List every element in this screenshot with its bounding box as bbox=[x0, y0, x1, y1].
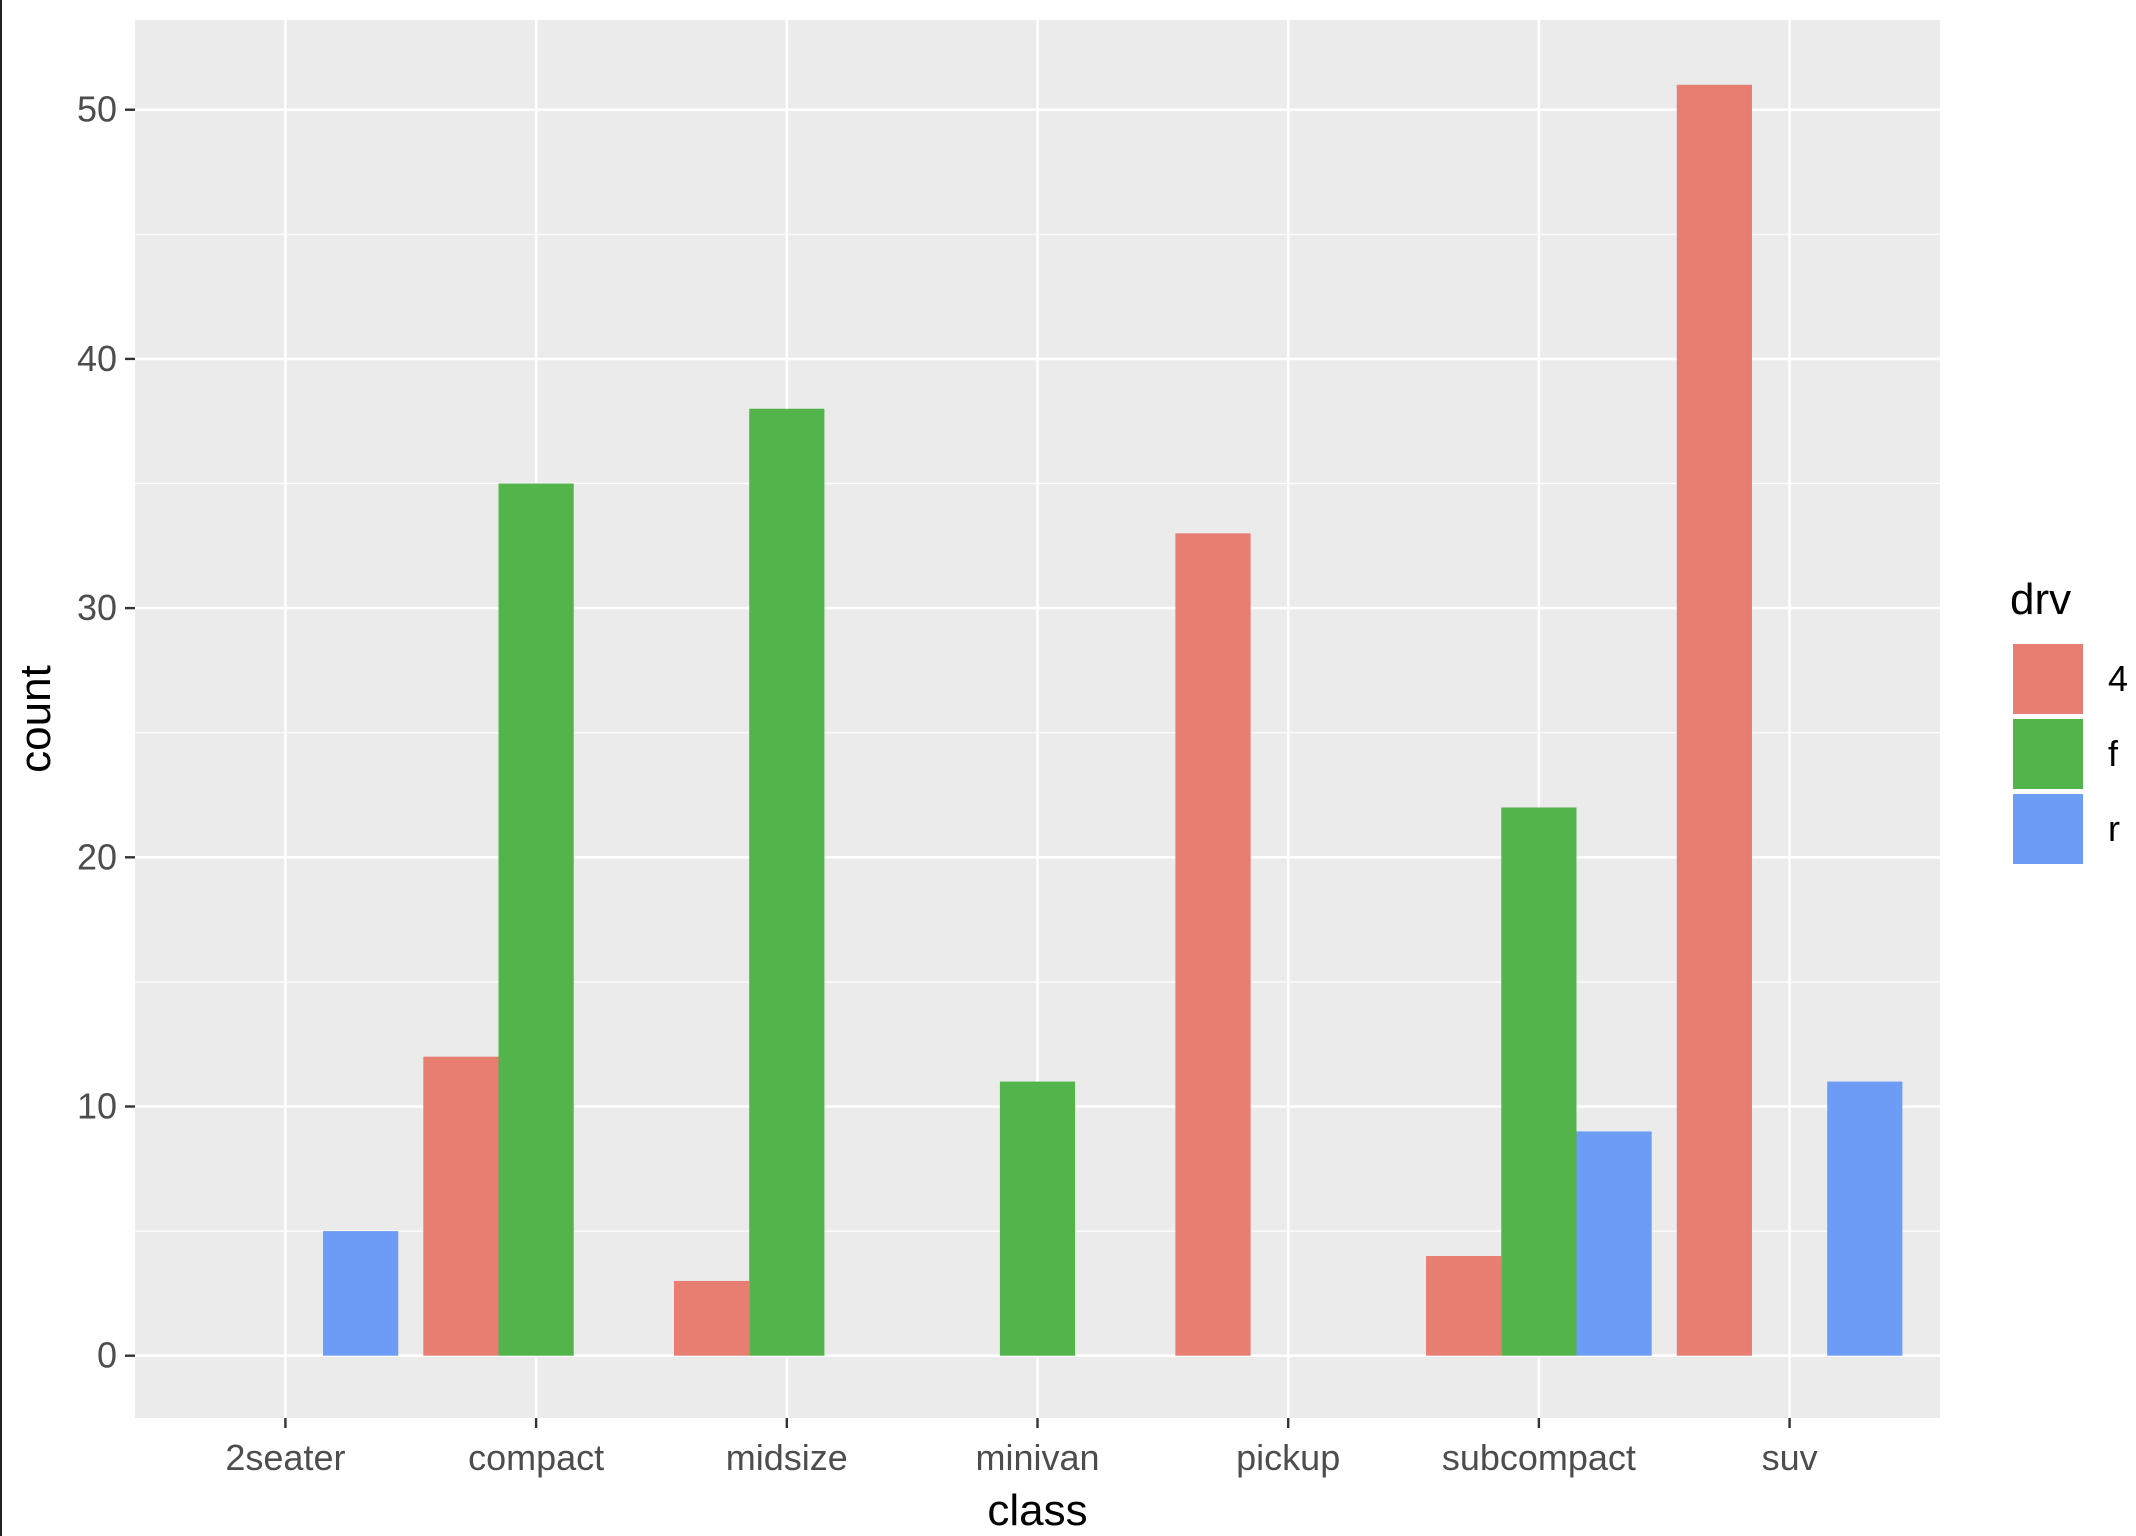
y-tick-label: 40 bbox=[77, 338, 117, 379]
legend-key-4 bbox=[2013, 644, 2083, 714]
page-border bbox=[0, 0, 2, 1536]
y-axis: 0 10 20 30 40 50 bbox=[77, 89, 135, 1376]
x-tick-label: suv bbox=[1762, 1437, 1818, 1478]
x-tick-label: 2seater bbox=[225, 1437, 345, 1478]
bar-minivan-f bbox=[999, 1081, 1076, 1356]
bar-subcompact-4 bbox=[1426, 1256, 1502, 1356]
y-axis-title: count bbox=[11, 665, 60, 773]
y-tick-label: 0 bbox=[97, 1335, 117, 1376]
bar-suv-r bbox=[1827, 1081, 1903, 1356]
y-tick-label: 20 bbox=[77, 836, 117, 877]
bar-compact-f bbox=[498, 483, 574, 1356]
bar-midsize-4 bbox=[673, 1280, 750, 1356]
y-tick-label: 10 bbox=[77, 1086, 117, 1127]
legend-key-r bbox=[2013, 794, 2083, 864]
x-tick-label: subcompact bbox=[1442, 1437, 1636, 1478]
y-tick-label: 30 bbox=[77, 587, 117, 628]
bar-subcompact-f bbox=[1501, 807, 1577, 1356]
bar-suv-4 bbox=[1676, 84, 1752, 1356]
x-tick-label: compact bbox=[468, 1437, 604, 1478]
legend-key-f bbox=[2013, 719, 2083, 789]
bar-2seater-r bbox=[323, 1231, 399, 1356]
legend-title: drv bbox=[2010, 575, 2071, 624]
bar-pickup-4 bbox=[1175, 533, 1251, 1356]
bar-midsize-f bbox=[749, 408, 825, 1356]
x-axis: 2seater compact midsize minivan pickup subcom… bbox=[225, 1418, 1818, 1478]
bars bbox=[323, 84, 1903, 1356]
legend: drv 4 fr bbox=[2010, 575, 2128, 864]
y-tick-label: 50 bbox=[77, 89, 117, 130]
bar-subcompact-r bbox=[1576, 1131, 1652, 1356]
x-tick-label: minivan bbox=[975, 1437, 1099, 1478]
x-tick-label: pickup bbox=[1236, 1437, 1340, 1478]
x-axis-title: class bbox=[987, 1486, 1087, 1535]
bar-compact-4 bbox=[423, 1056, 499, 1356]
x-tick-label: midsize bbox=[726, 1437, 848, 1478]
legend-label-4: 4 bbox=[2108, 658, 2128, 699]
legend-label-r: r bbox=[2108, 808, 2120, 849]
legend-items: 4 fr bbox=[2013, 644, 2128, 864]
legend-label-f: f bbox=[2108, 733, 2119, 774]
